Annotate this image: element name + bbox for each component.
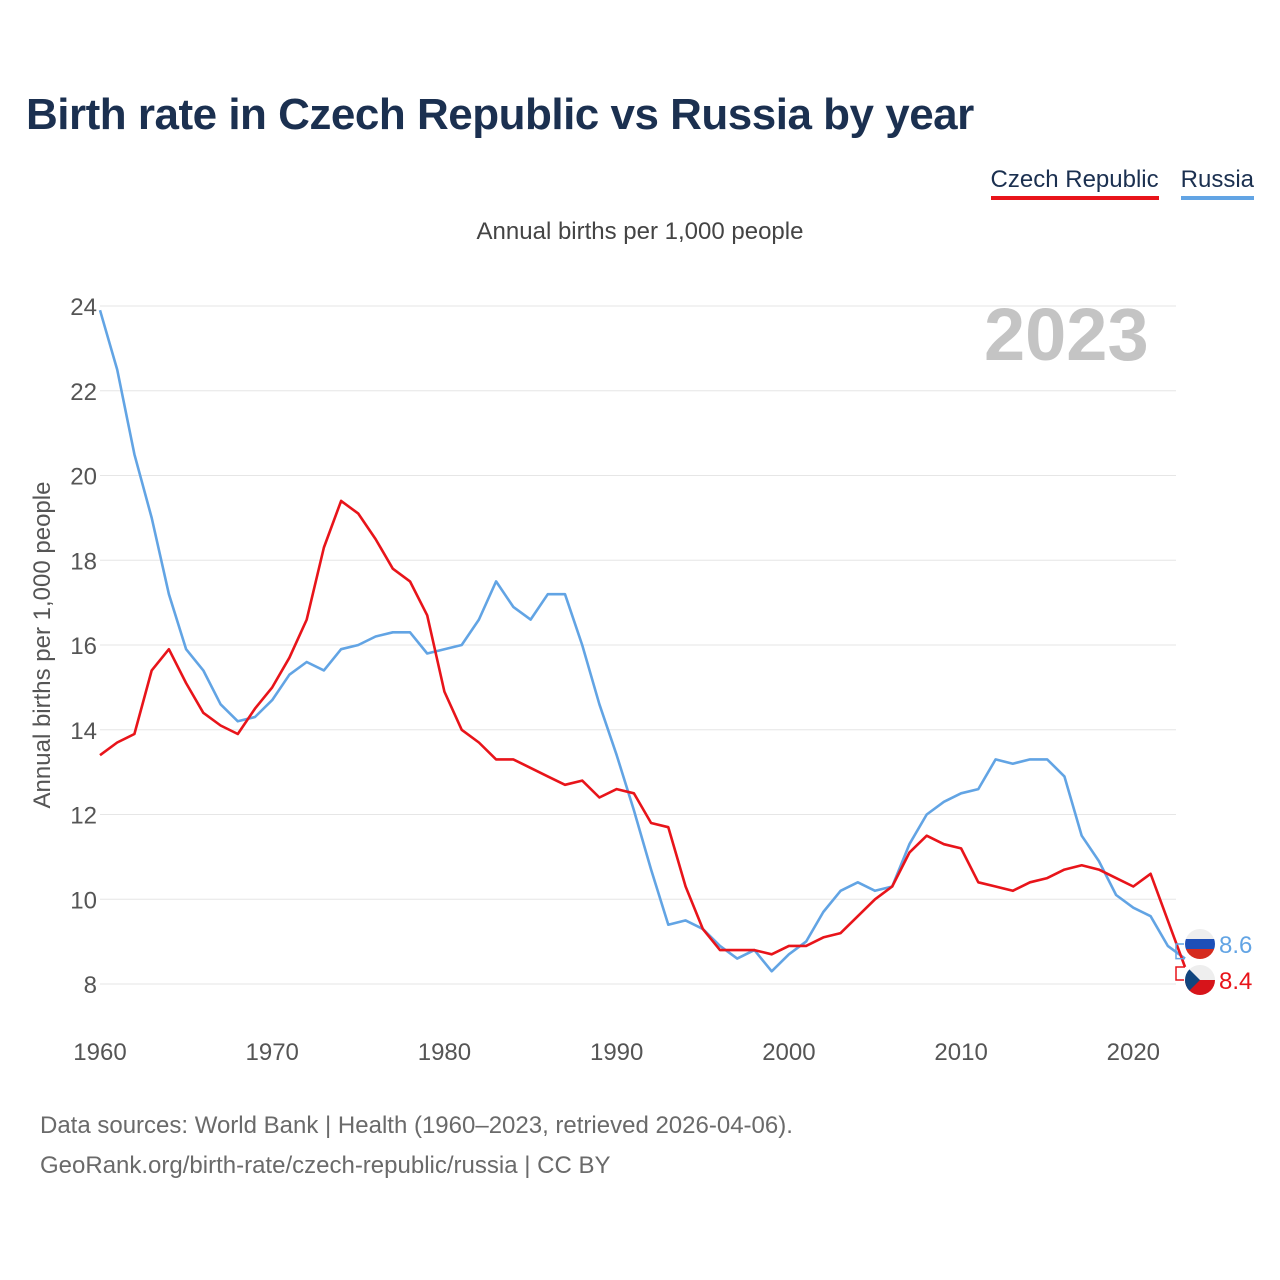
y-tick-label: 10	[70, 887, 97, 914]
russia-flag-icon	[1185, 929, 1215, 959]
x-tick-label: 1970	[246, 1039, 299, 1066]
legend-item-russia[interactable]: Russia	[1180, 166, 1254, 200]
y-axis-label: Annual births per 1,000 people	[29, 482, 56, 809]
series-line-russia	[98, 309, 1186, 973]
legend-item-czech-republic[interactable]: Czech Republic	[990, 166, 1159, 200]
x-tick-label: 2010	[934, 1039, 987, 1066]
chart-subtitle: Annual births per 1,000 people	[476, 218, 804, 245]
x-tick-label: 1960	[73, 1039, 126, 1066]
legend: Czech Republic Russia	[990, 166, 1254, 200]
y-tick-label: 14	[70, 718, 97, 745]
x-tick-label: 1980	[418, 1039, 471, 1066]
end-value-label-cz: 8.4	[1219, 968, 1252, 995]
y-tick-label: 18	[70, 548, 97, 575]
leader-line-ru	[1175, 943, 1185, 960]
y-tick-label: 24	[70, 294, 97, 321]
data-sources: Data sources: World Bank | Health (1960–…	[40, 1106, 793, 1186]
sources-line-2: GeoRank.org/birth-rate/czech-republic/ru…	[40, 1152, 611, 1179]
y-tick-label: 20	[70, 464, 97, 491]
leader-line-cz	[1175, 966, 1185, 981]
czech-republic-flag-icon	[1185, 965, 1215, 995]
x-tick-label: 2000	[762, 1039, 815, 1066]
x-tick-label: 1990	[590, 1039, 643, 1066]
y-tick-label: 22	[70, 379, 97, 406]
x-tick-label: 2020	[1107, 1039, 1160, 1066]
sources-line-1: Data sources: World Bank | Health (1960–…	[40, 1112, 793, 1139]
series-line-czech-republic	[99, 499, 1187, 968]
y-tick-label: 16	[70, 633, 97, 660]
end-value-label-ru: 8.6	[1219, 932, 1252, 959]
chart-title: Birth rate in Czech Republic vs Russia b…	[26, 90, 974, 139]
current-year-label: 2023	[984, 293, 1149, 376]
y-tick-label: 8	[84, 972, 97, 999]
y-tick-label: 12	[70, 803, 97, 830]
